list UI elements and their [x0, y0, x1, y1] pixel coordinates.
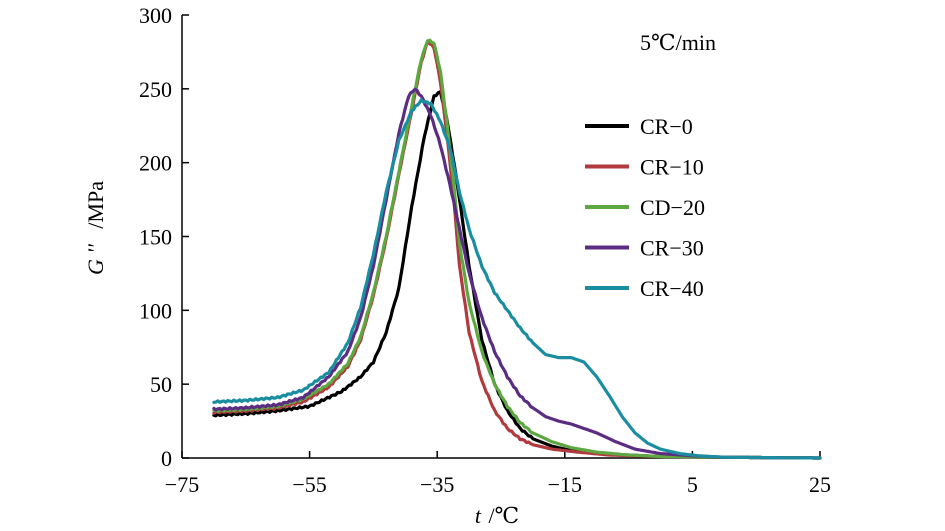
x-tick-label: 25	[809, 472, 831, 497]
x-axis-variable: t	[475, 503, 482, 528]
y-tick-label: 0	[161, 446, 172, 471]
y-tick-label: 100	[139, 298, 172, 323]
legend-label-5: CR−40	[640, 276, 704, 301]
y-tick-label: 250	[139, 77, 172, 102]
y-axis-variable: G ''	[83, 244, 108, 275]
series-line-5	[212, 98, 822, 460]
x-axis-title: t /℃	[475, 503, 519, 528]
chart-annotation: 5℃/min	[640, 30, 716, 55]
x-tick-label: 5	[687, 472, 698, 497]
x-tick-label: −35	[420, 472, 454, 497]
y-axis-unit: /MPa	[83, 181, 108, 229]
x-tick-label: −75	[165, 472, 199, 497]
legend-label-1: CR−0	[640, 114, 693, 139]
chart-series-layer	[212, 38, 822, 460]
x-tick-label: −15	[548, 472, 582, 497]
y-tick-label: 300	[139, 3, 172, 28]
x-tick-label: −55	[292, 472, 326, 497]
y-tick-label: 150	[139, 225, 172, 250]
chart-legend: CR−0 CR−10 CD−20 CR−30 CR−40	[585, 114, 705, 301]
legend-label-3: CD−20	[640, 195, 705, 220]
chart-axes: 0 50 100 150 200 250 300 −75 −55 −35 −15 5 25	[139, 3, 831, 497]
y-axis-title: G '' /MPa	[83, 181, 108, 275]
x-axis-unit: /℃	[488, 503, 519, 528]
legend-label-2: CR−10	[640, 155, 704, 180]
y-tick-label: 50	[150, 372, 172, 397]
series-line-1	[212, 90, 822, 460]
legend-label-4: CR−30	[640, 236, 704, 261]
y-tick-label: 200	[139, 151, 172, 176]
